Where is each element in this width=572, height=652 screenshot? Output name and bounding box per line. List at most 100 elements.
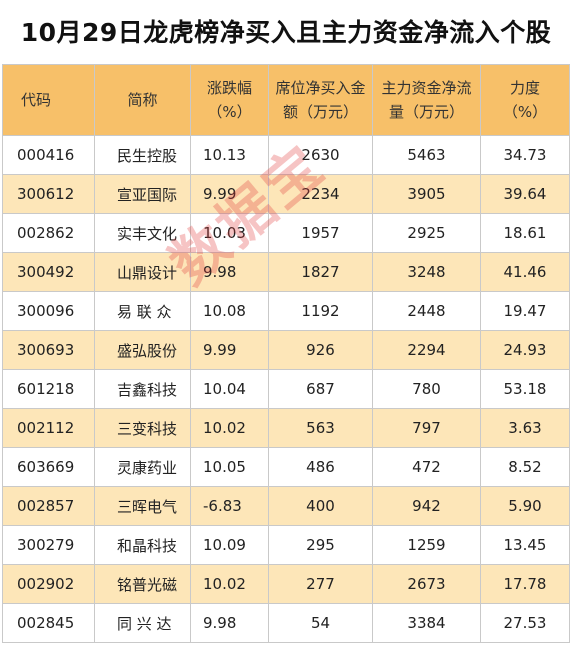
cell-code: 603669 [2,447,95,487]
table-row: 002845 同 兴 达 9.98 54 3384 27.53 [2,603,570,643]
cell-main-net-inflow: 2294 [372,330,481,370]
cell-seat-net-buy: 687 [268,369,373,409]
cell-force: 19.47 [480,291,570,331]
cell-force: 41.46 [480,252,570,292]
cell-main-net-inflow: 3384 [372,603,481,643]
cell-name: 和晶科技 [94,525,191,565]
cell-force: 18.61 [480,213,570,253]
cell-force: 39.64 [480,174,570,214]
cell-code: 300492 [2,252,95,292]
cell-change: 10.04 [190,369,269,409]
header-code: 代码 [2,64,95,136]
cell-name: 宣亚国际 [94,174,191,214]
table-row: 603669 灵康药业 10.05 486 472 8.52 [2,447,570,487]
header-main-net-inflow: 主力资金净流 量（万元） [372,64,481,136]
cell-name: 盛弘股份 [94,330,191,370]
table-row: 300096 易 联 众 10.08 1192 2448 19.47 [2,291,570,331]
table-row: 300612 宣亚国际 9.99 2234 3905 39.64 [2,174,570,214]
cell-change: 10.05 [190,447,269,487]
cell-main-net-inflow: 2925 [372,213,481,253]
cell-change: 10.02 [190,408,269,448]
cell-name: 铭普光磁 [94,564,191,604]
cell-force: 8.52 [480,447,570,487]
cell-change: 9.98 [190,603,269,643]
cell-seat-net-buy: 277 [268,564,373,604]
cell-main-net-inflow: 942 [372,486,481,526]
cell-main-net-inflow: 472 [372,447,481,487]
table-header-row: 代码 简称 涨跌幅 （%） 席位净买入金 额（万元） 主力资金净流 量（万元） 力度（… [2,64,570,136]
cell-code: 000416 [2,135,95,175]
page-title: 10月29日龙虎榜净买入且主力资金净流入个股 [20,18,552,47]
table-row: 002862 实丰文化 10.03 1957 2925 18.61 [2,213,570,253]
cell-change: 9.99 [190,174,269,214]
table-row: 002112 三变科技 10.02 563 797 3.63 [2,408,570,448]
cell-force: 27.53 [480,603,570,643]
cell-change: 10.03 [190,213,269,253]
cell-code: 002902 [2,564,95,604]
cell-name: 三变科技 [94,408,191,448]
cell-force: 24.93 [480,330,570,370]
table-row: 300693 盛弘股份 9.99 926 2294 24.93 [2,330,570,370]
cell-code: 601218 [2,369,95,409]
cell-force: 3.63 [480,408,570,448]
cell-name: 山鼎设计 [94,252,191,292]
table-row: 300492 山鼎设计 9.98 1827 3248 41.46 [2,252,570,292]
cell-name: 易 联 众 [94,291,191,331]
header-name: 简称 [94,64,191,136]
table-row: 601218 吉鑫科技 10.04 687 780 53.18 [2,369,570,409]
cell-seat-net-buy: 2234 [268,174,373,214]
cell-change: -6.83 [190,486,269,526]
cell-change: 9.99 [190,330,269,370]
cell-code: 002845 [2,603,95,643]
table-row: 002857 三晖电气 -6.83 400 942 5.90 [2,486,570,526]
cell-seat-net-buy: 926 [268,330,373,370]
cell-name: 三晖电气 [94,486,191,526]
cell-change: 10.08 [190,291,269,331]
header-force: 力度 （%） [480,64,570,136]
cell-change: 9.98 [190,252,269,292]
cell-name: 灵康药业 [94,447,191,487]
cell-code: 300693 [2,330,95,370]
cell-seat-net-buy: 1957 [268,213,373,253]
cell-seat-net-buy: 400 [268,486,373,526]
cell-main-net-inflow: 2673 [372,564,481,604]
cell-code: 002112 [2,408,95,448]
cell-seat-net-buy: 1192 [268,291,373,331]
cell-change: 10.09 [190,525,269,565]
cell-seat-net-buy: 1827 [268,252,373,292]
cell-main-net-inflow: 5463 [372,135,481,175]
header-change: 涨跌幅 （%） [190,64,269,136]
header-seat-net-buy: 席位净买入金 额（万元） [268,64,373,136]
cell-force: 5.90 [480,486,570,526]
cell-name: 同 兴 达 [94,603,191,643]
cell-code: 300096 [2,291,95,331]
cell-main-net-inflow: 2448 [372,291,481,331]
cell-seat-net-buy: 2630 [268,135,373,175]
cell-seat-net-buy: 295 [268,525,373,565]
cell-force: 13.45 [480,525,570,565]
cell-seat-net-buy: 563 [268,408,373,448]
table-row: 300279 和晶科技 10.09 295 1259 13.45 [2,525,570,565]
cell-force: 17.78 [480,564,570,604]
table-body: 000416 民生控股 10.13 2630 5463 34.73 300612 宣亚国际 9.… [2,135,570,643]
cell-code: 300612 [2,174,95,214]
cell-name: 民生控股 [94,135,191,175]
cell-code: 002857 [2,486,95,526]
cell-seat-net-buy: 486 [268,447,373,487]
cell-force: 34.73 [480,135,570,175]
cell-main-net-inflow: 1259 [372,525,481,565]
cell-main-net-inflow: 3248 [372,252,481,292]
cell-main-net-inflow: 797 [372,408,481,448]
cell-name: 实丰文化 [94,213,191,253]
stock-table: 代码 简称 涨跌幅 （%） 席位净买入金 额（万元） 主力资金净流 量（万元） 力度（… [2,64,570,643]
cell-main-net-inflow: 780 [372,369,481,409]
cell-name: 吉鑫科技 [94,369,191,409]
cell-seat-net-buy: 54 [268,603,373,643]
cell-force: 53.18 [480,369,570,409]
table-row: 002902 铭普光磁 10.02 277 2673 17.78 [2,564,570,604]
cell-change: 10.13 [190,135,269,175]
cell-code: 002862 [2,213,95,253]
table-row: 000416 民生控股 10.13 2630 5463 34.73 [2,135,570,175]
cell-change: 10.02 [190,564,269,604]
cell-main-net-inflow: 3905 [372,174,481,214]
